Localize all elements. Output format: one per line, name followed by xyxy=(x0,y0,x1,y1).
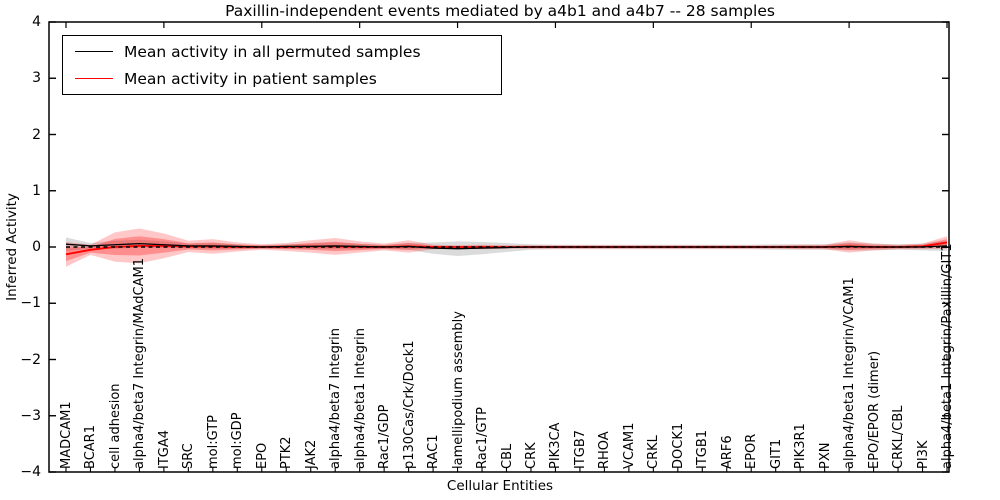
x-tick-label: PXN xyxy=(817,442,833,469)
x-tick-label: PTK2 xyxy=(279,436,295,469)
x-tick-label: DOCK1 xyxy=(670,422,686,469)
legend-item: Mean activity in all permuted samples xyxy=(75,39,501,65)
x-tick-label: ARF6 xyxy=(719,435,735,469)
x-tick-label: BCAR1 xyxy=(83,425,99,469)
x-tick-label: alpha4/beta1 Integrin xyxy=(352,327,368,469)
y-tick-label: 1 xyxy=(32,182,41,199)
x-tick-label: MADCAM1 xyxy=(59,401,74,469)
x-tick-label: CRK xyxy=(523,442,539,469)
x-tick-label: p130Cas/Crk/Dock1 xyxy=(401,340,417,469)
legend-label: Mean activity in patient samples xyxy=(124,69,377,88)
x-tick-label: ITGA4 xyxy=(156,429,172,469)
x-tick-label: CRKL/CBL xyxy=(891,405,907,470)
x-tick-label: PIK3R1 xyxy=(793,423,809,469)
x-tick-label: alpha4/beta1 Integrin/Paxillin/GIT1 xyxy=(940,243,955,469)
x-tick-label: EPO xyxy=(254,442,270,469)
y-tick-label: −2 xyxy=(20,351,41,368)
y-tick-label: −3 xyxy=(20,407,41,424)
y-tick-label: 4 xyxy=(32,14,41,30)
x-tick-label: EPO/EPOR (dimer) xyxy=(866,350,882,469)
y-tick-label: 0 xyxy=(32,239,41,255)
x-tick-label: ITGB1 xyxy=(695,429,711,469)
x-tick-label: lamellipodium assembly xyxy=(450,311,466,469)
y-tick-label: 3 xyxy=(32,70,41,87)
x-tick-label: alpha4/beta7 Integrin xyxy=(328,327,344,469)
x-tick-label: mol:GTP xyxy=(205,415,221,469)
x-tick-label: JAK2 xyxy=(303,439,319,469)
legend: Mean activity in all permuted samples Mea… xyxy=(62,35,502,95)
x-tick-label: ITGB7 xyxy=(572,429,588,469)
x-tick-label: RAC1 xyxy=(426,434,442,469)
x-tick-label: alpha4/beta7 Integrin/MAdCAM1 xyxy=(132,258,148,469)
permuted-mean-line xyxy=(65,242,948,250)
x-tick-label: EPOR xyxy=(744,433,760,469)
x-tick-label: PIK3CA xyxy=(548,422,564,469)
x-tick-label: Rac1/GDP xyxy=(377,404,393,469)
y-tick-label: 2 xyxy=(32,126,41,143)
x-tick-label: mol:GDP xyxy=(230,412,246,469)
patient-band-inner xyxy=(66,236,947,262)
legend-label: Mean activity in all permuted samples xyxy=(124,42,421,61)
x-tick-label: PI3K xyxy=(915,440,931,469)
y-tick-label: −1 xyxy=(20,295,41,312)
x-tick-label: CBL xyxy=(499,443,515,469)
x-tick-label: SRC xyxy=(181,443,197,469)
x-axis-label: Cellular Entities xyxy=(446,478,554,494)
x-tick-label: GIT1 xyxy=(768,438,784,469)
x-tick-label: Rac1/GTP xyxy=(475,407,491,469)
legend-item: Mean activity in patient samples xyxy=(75,66,501,92)
y-tick-label: −4 xyxy=(20,464,41,480)
legend-line-swatch xyxy=(75,78,113,79)
x-tick-label: alpha4/beta1 Integrin/VCAM1 xyxy=(842,277,858,469)
x-tick-label: RHOA xyxy=(597,431,613,469)
x-tick-label: CRKL xyxy=(646,435,662,469)
x-tick-label: cell adhesion xyxy=(107,383,123,469)
x-tick-label: VCAM1 xyxy=(621,422,637,469)
legend-line-swatch xyxy=(75,51,113,52)
chart-title: Paxillin-independent events mediated by … xyxy=(225,2,775,20)
